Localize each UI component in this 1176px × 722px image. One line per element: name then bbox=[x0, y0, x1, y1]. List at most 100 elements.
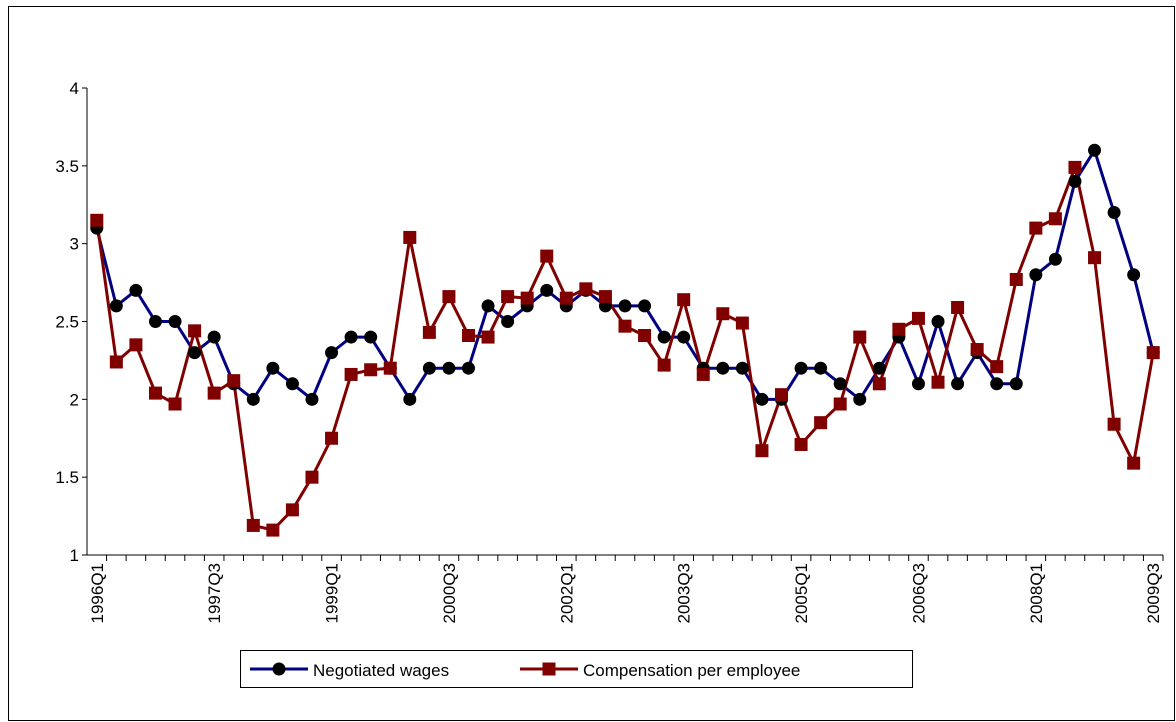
data-point bbox=[383, 361, 397, 375]
data-point bbox=[364, 363, 378, 377]
data-point bbox=[1146, 346, 1160, 360]
data-point bbox=[207, 386, 221, 400]
data-point bbox=[148, 386, 162, 400]
data-point bbox=[481, 299, 495, 313]
data-point bbox=[911, 311, 925, 325]
data-point bbox=[657, 330, 671, 344]
data-point bbox=[422, 325, 436, 339]
data-point bbox=[285, 503, 299, 517]
data-point bbox=[207, 330, 221, 344]
x-tick-label: 2002Q1 bbox=[557, 563, 576, 624]
data-point bbox=[716, 307, 730, 321]
data-point bbox=[90, 213, 104, 227]
data-point bbox=[1029, 221, 1043, 235]
data-point bbox=[892, 322, 906, 336]
data-point bbox=[872, 361, 886, 375]
data-point bbox=[461, 329, 475, 343]
data-point bbox=[364, 330, 378, 344]
data-point bbox=[853, 392, 867, 406]
data-point bbox=[109, 299, 123, 313]
data-point bbox=[325, 346, 339, 360]
data-point bbox=[188, 324, 202, 338]
legend-marker bbox=[272, 662, 286, 676]
y-tick-label: 3.5 bbox=[55, 157, 79, 176]
data-point bbox=[598, 290, 612, 304]
data-point bbox=[442, 290, 456, 304]
data-point bbox=[833, 377, 847, 391]
data-point bbox=[305, 470, 319, 484]
data-point bbox=[1127, 268, 1141, 282]
data-point bbox=[579, 282, 593, 296]
data-point bbox=[638, 329, 652, 343]
data-point bbox=[129, 338, 143, 352]
data-point bbox=[814, 416, 828, 430]
y-tick-label: 2.5 bbox=[55, 313, 79, 332]
data-point bbox=[109, 355, 123, 369]
data-point bbox=[853, 330, 867, 344]
data-point bbox=[833, 397, 847, 411]
data-point bbox=[344, 367, 358, 381]
data-point bbox=[1107, 417, 1121, 431]
data-point bbox=[1068, 174, 1082, 188]
legend-marker bbox=[542, 662, 556, 676]
data-point bbox=[657, 358, 671, 372]
data-point bbox=[794, 437, 808, 451]
data-point bbox=[501, 290, 515, 304]
data-point bbox=[990, 377, 1004, 391]
data-point bbox=[246, 518, 260, 532]
data-point bbox=[403, 230, 417, 244]
data-point bbox=[1029, 268, 1043, 282]
data-point bbox=[1107, 206, 1121, 220]
data-point bbox=[540, 283, 554, 297]
data-point bbox=[1127, 456, 1141, 470]
data-point bbox=[266, 523, 280, 537]
data-point bbox=[344, 330, 358, 344]
data-point bbox=[501, 315, 515, 328]
x-tick-label: 2006Q3 bbox=[909, 563, 928, 624]
data-point bbox=[325, 431, 339, 445]
data-point bbox=[266, 361, 280, 375]
data-point bbox=[951, 377, 965, 391]
data-point bbox=[227, 374, 241, 388]
data-point bbox=[794, 361, 808, 375]
data-point bbox=[168, 397, 182, 411]
data-point bbox=[540, 249, 554, 263]
x-tick-label: 2008Q1 bbox=[1027, 563, 1046, 624]
data-point bbox=[1009, 272, 1023, 286]
data-point bbox=[442, 361, 456, 375]
data-point bbox=[481, 330, 495, 344]
legend-label: Negotiated wages bbox=[313, 661, 449, 680]
x-tick-label: 2005Q1 bbox=[792, 563, 811, 624]
data-point bbox=[168, 315, 182, 328]
data-point bbox=[677, 293, 691, 307]
data-point bbox=[638, 299, 652, 313]
data-point bbox=[461, 361, 475, 375]
data-point bbox=[755, 444, 769, 458]
data-point bbox=[735, 316, 749, 330]
data-point bbox=[305, 392, 319, 406]
data-point bbox=[735, 361, 749, 375]
data-point bbox=[755, 392, 769, 406]
data-point bbox=[422, 361, 436, 375]
data-point bbox=[931, 375, 945, 389]
data-point bbox=[1048, 252, 1062, 266]
data-point bbox=[246, 392, 260, 406]
y-tick-label: 4 bbox=[70, 79, 79, 98]
data-point bbox=[911, 377, 925, 391]
data-point bbox=[188, 346, 202, 360]
data-point bbox=[148, 315, 162, 328]
y-tick-label: 3 bbox=[70, 235, 79, 254]
data-point bbox=[520, 291, 534, 305]
data-point bbox=[129, 283, 143, 297]
data-point bbox=[872, 377, 886, 391]
data-point bbox=[559, 291, 573, 305]
x-tick-label: 2003Q3 bbox=[675, 563, 694, 624]
data-point bbox=[716, 361, 730, 375]
data-point bbox=[696, 367, 710, 381]
data-point bbox=[1048, 212, 1062, 226]
y-tick-label: 1 bbox=[70, 546, 79, 565]
data-point bbox=[1088, 251, 1102, 265]
data-point bbox=[1009, 377, 1023, 391]
y-tick-label: 2 bbox=[70, 390, 79, 409]
